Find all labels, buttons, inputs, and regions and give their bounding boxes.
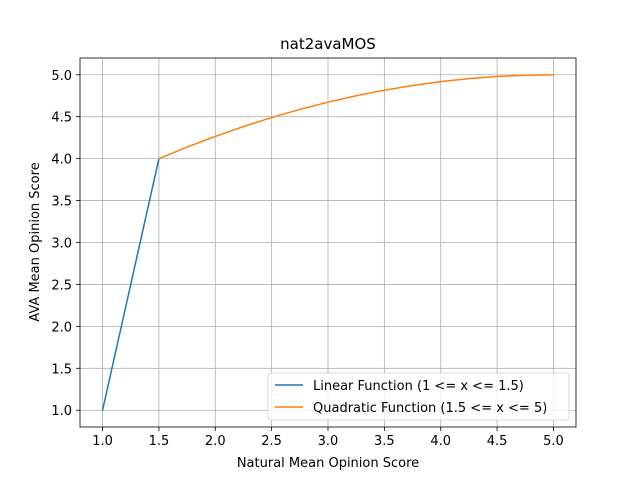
y-axis-label: AVA Mean Opinion Score <box>28 162 43 321</box>
x-tick-label: 4.0 <box>430 434 451 449</box>
x-tick-label: 1.0 <box>92 434 113 449</box>
y-tick-label: 2.5 <box>51 278 72 293</box>
chart-title: nat2avaMOS <box>280 35 376 53</box>
legend-frame <box>267 372 570 421</box>
y-tick-label: 1.5 <box>51 362 72 377</box>
x-tick-label: 1.5 <box>149 434 170 449</box>
x-tick-label: 3.0 <box>318 434 339 449</box>
y-tick-label: 3.0 <box>51 237 72 252</box>
legend-label-quadratic: Quadratic Function (1.5 <= x <= 5) <box>313 401 547 416</box>
tick-layer: 1.0 1.5 2.0 2.5 3.0 3.5 4.0 4.5 5.0 1.0 1.5 2.0 2.5 3… <box>51 69 563 449</box>
series-layer <box>101 74 555 412</box>
y-tick-label: 5.0 <box>51 69 72 84</box>
x-tick-label: 5.0 <box>543 434 564 449</box>
y-tick-label: 3.5 <box>51 195 72 210</box>
y-tick-label: 2.0 <box>51 320 72 335</box>
series-line-quadratic <box>157 74 555 160</box>
y-tick-label: 4.0 <box>51 153 72 168</box>
x-tick-label: 2.5 <box>261 434 282 449</box>
y-tick-label: 4.5 <box>51 111 72 126</box>
x-tick-label: 2.0 <box>205 434 226 449</box>
legend: Linear Function (1 <= x <= 1.5) Quadrati… <box>267 372 570 421</box>
series-line-linear <box>101 157 160 412</box>
x-tick-label: 4.5 <box>487 434 508 449</box>
legend-label-linear: Linear Function (1 <= x <= 1.5) <box>313 379 524 394</box>
x-tick-label: 3.5 <box>374 434 395 449</box>
y-tick-label: 1.0 <box>51 404 72 419</box>
x-axis-label: Natural Mean Opinion Score <box>237 456 419 471</box>
